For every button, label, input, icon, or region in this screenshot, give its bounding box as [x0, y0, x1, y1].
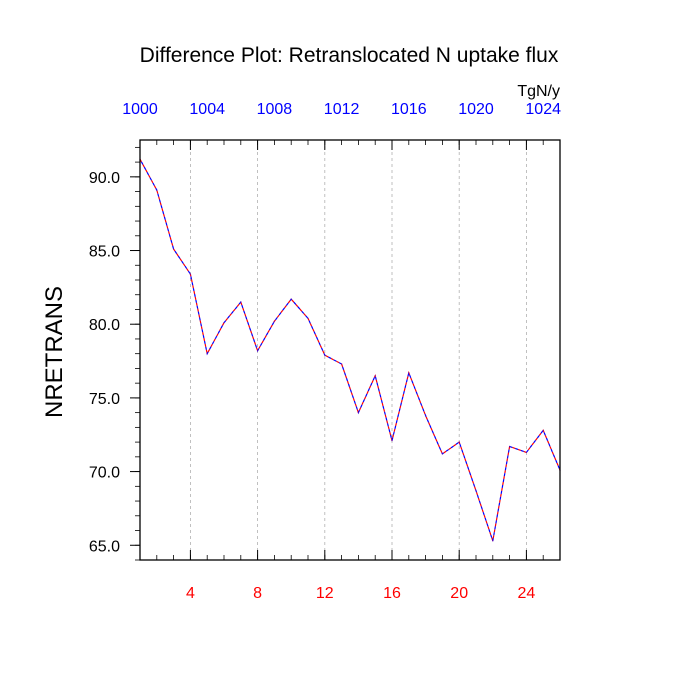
left-tick-label: 70.0 [89, 465, 120, 482]
top-tick-label: 1016 [391, 101, 427, 118]
major-ticks [130, 140, 527, 560]
y-axis-label: NRETRANS [41, 286, 68, 418]
top-tick-label: 1020 [458, 101, 494, 118]
top-tick-label: 1012 [324, 101, 360, 118]
minor-ticks [135, 140, 561, 561]
series-line-blue [139, 158, 561, 542]
left-tick-label: 80.0 [89, 317, 120, 334]
top-tick-label: 1000 [122, 101, 158, 118]
top-tick-label: 1008 [257, 101, 293, 118]
data-point [223, 322, 225, 324]
data-point [542, 429, 544, 431]
bottom-tick-label: 20 [450, 585, 468, 602]
data-point [341, 363, 343, 365]
data-series [139, 158, 561, 542]
bottom-tick-labels: 4 8 12 16 20 24 [186, 585, 535, 602]
data-point [509, 445, 511, 448]
data-point [257, 350, 259, 352]
grid-lines [189, 140, 527, 560]
bottom-tick-label: 4 [186, 585, 195, 602]
bottom-tick-label: 24 [518, 585, 536, 602]
left-tick-labels: 65.0 70.0 75.0 80.0 85.0 90.0 [89, 170, 120, 555]
data-point [441, 453, 443, 455]
data-point [273, 320, 275, 322]
data-point [189, 273, 191, 275]
data-point [173, 248, 175, 250]
left-tick-label: 75.0 [89, 391, 120, 408]
bottom-tick-label: 16 [383, 585, 401, 602]
data-point [307, 317, 309, 319]
data-point [458, 441, 460, 443]
chart-title: Difference Plot: Retranslocated N uptake… [140, 44, 559, 67]
data-point [492, 540, 494, 542]
left-tick-label: 85.0 [89, 244, 120, 261]
bottom-tick-label: 12 [316, 585, 334, 602]
data-point [391, 440, 393, 442]
data-point [240, 301, 242, 303]
data-point [408, 372, 410, 374]
series-line-red [139, 158, 561, 542]
bottom-tick-label: 8 [253, 585, 262, 602]
top-tick-label: 1004 [189, 101, 225, 118]
left-tick-label: 65.0 [89, 538, 120, 555]
top-tick-labels: 1000 1004 1008 1012 1016 1020 1024 [122, 101, 561, 118]
data-point [374, 375, 376, 377]
top-tick-label: 1024 [525, 101, 561, 118]
data-point [290, 298, 292, 300]
data-point [324, 354, 326, 356]
data-point [525, 451, 528, 454]
data-point [156, 189, 158, 191]
data-point [357, 412, 359, 414]
data-point [206, 353, 208, 355]
plot-frame [139, 139, 561, 561]
left-tick-label: 90.0 [89, 170, 120, 187]
data-point [475, 490, 477, 492]
units-label: TgN/y [517, 83, 560, 100]
data-point [425, 414, 427, 417]
